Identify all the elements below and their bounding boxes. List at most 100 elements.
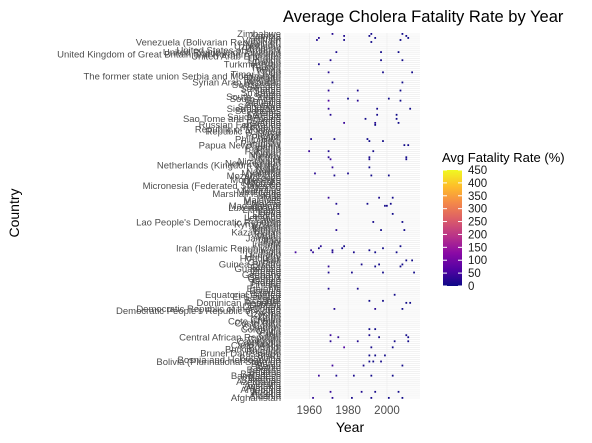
- heatmap-cell: [372, 360, 375, 363]
- y-tick-label: Lithuania: [242, 205, 281, 216]
- heatmap-cell: [327, 265, 330, 268]
- heatmap-cell: [372, 221, 375, 223]
- y-tick-label: Kuwait: [252, 221, 281, 232]
- heatmap-cell: [384, 204, 386, 207]
- legend-tick-label: 150: [468, 242, 487, 254]
- heatmap-cell: [386, 204, 388, 207]
- heatmap-cell: [333, 174, 336, 177]
- y-tick-label: Chad: [258, 331, 281, 342]
- y-tick-label: Slovakia: [245, 100, 282, 111]
- y-tick-label: Turkiye: [250, 62, 281, 73]
- y-tick-label: Tunisia: [251, 64, 282, 75]
- heatmap-cell: [360, 390, 363, 393]
- y-tick-label: Qatar: [257, 128, 281, 139]
- heatmap-cell: [374, 121, 377, 124]
- x-tick-label: 1960: [296, 405, 322, 417]
- heatmap-cell: [387, 174, 390, 177]
- heatmap-cells: [294, 33, 415, 399]
- legend-tick-label: 300: [468, 204, 487, 216]
- heatmap-cell: [370, 33, 373, 35]
- y-tick-label: Oman: [255, 149, 281, 160]
- heatmap-cell: [391, 346, 394, 349]
- y-tick-label: Greece: [250, 266, 281, 277]
- y-tick-label: China: [256, 326, 282, 337]
- y-tick-label: Japan: [255, 231, 281, 242]
- y-tick-label: Haiti: [262, 256, 281, 267]
- heatmap-cell: [374, 123, 377, 126]
- heatmap-cell: [378, 196, 380, 199]
- heatmap-cell: [405, 158, 408, 161]
- heatmap-cell: [399, 39, 402, 41]
- y-tick-label: Azerbaijan: [236, 377, 281, 388]
- heatmap-cell: [333, 308, 336, 310]
- y-tick-label: Ghana: [252, 268, 281, 279]
- heatmap-cell: [368, 35, 371, 37]
- heatmap-cell: [335, 202, 338, 205]
- heatmap-cell: [370, 346, 373, 349]
- y-tick-label: Philippines: [235, 134, 281, 145]
- heatmap-cell: [312, 251, 314, 254]
- heatmap-cell: [351, 396, 353, 399]
- y-tick-label: Timor-Leste: [231, 70, 281, 81]
- legend-title: Avg Fatality Rate (%): [442, 150, 565, 165]
- heatmap-cell: [318, 374, 320, 377]
- heatmap-cell: [329, 334, 332, 337]
- y-tick-label: Marshall Islands: [212, 189, 281, 200]
- y-tick-label: Norway: [249, 151, 281, 162]
- legend-tick-label: 100: [468, 255, 487, 267]
- legend-tick-label: 250: [468, 217, 487, 229]
- heatmap-cell: [382, 247, 384, 250]
- heatmap-cell: [407, 144, 410, 147]
- y-tick-label: Zimbabwe: [237, 29, 281, 40]
- y-tick-label: Spain: [257, 90, 281, 101]
- y-tick-label: Republic of Moldova: [195, 124, 282, 135]
- y-tick-label: Switzerland: [232, 80, 281, 91]
- heatmap-cell: [366, 202, 369, 205]
- y-tick-label: Cuba: [258, 312, 281, 323]
- heatmap-cell: [312, 396, 314, 399]
- y-tick-label: Somalia: [247, 96, 282, 107]
- heatmap-cell: [380, 51, 382, 54]
- y-tick-label: Malawi: [251, 199, 281, 210]
- y-tick-label: Peru: [261, 136, 281, 147]
- y-tick-label: Israel: [258, 237, 281, 248]
- y-tick-label: Bosnia and Herzegovina: [177, 355, 281, 366]
- y-tick-label: Mongolia: [242, 177, 281, 188]
- y-tick-label: Mauritius: [242, 185, 281, 196]
- y-tick-label: Cote d'Ivoire: [228, 316, 281, 327]
- heatmap-cell: [405, 301, 408, 304]
- heatmap-cell: [407, 336, 410, 339]
- heatmap-cell: [327, 89, 330, 92]
- heatmap-cell: [366, 138, 369, 140]
- y-tick-label: Bangladesh: [231, 371, 281, 382]
- y-tick-label: United Kingdom of Great Britain and Nort…: [57, 49, 281, 60]
- heatmap-cell: [407, 37, 410, 39]
- heatmap-cell: [335, 374, 338, 377]
- heatmap-cell: [351, 271, 353, 274]
- heatmap-cell: [409, 107, 412, 110]
- y-tick-label: Congo: [253, 320, 281, 331]
- y-tick-label: Libya: [258, 207, 281, 218]
- y-tick-label: Mauritania: [237, 187, 282, 198]
- heatmap-cell: [318, 37, 320, 39]
- y-tick-label: Senegal: [246, 110, 281, 121]
- heatmap-cell: [395, 113, 398, 116]
- y-tick-label: Venezuela (Bolivarian Republic of): [136, 37, 281, 48]
- heatmap-cell: [401, 396, 404, 399]
- y-tick-label: Czechia: [247, 308, 282, 319]
- legend-tick-label: 50: [468, 268, 481, 280]
- y-tick-label: Afghanistan: [231, 393, 281, 404]
- y-tick-label: Liberia: [252, 209, 281, 220]
- y-tick-label: Suriname: [240, 84, 281, 95]
- y-tick-label: Costa Rica: [235, 318, 282, 329]
- heatmap-cell: [380, 229, 382, 231]
- y-tick-label: Namibia: [246, 167, 282, 178]
- y-tick-label: Estonia: [249, 286, 281, 297]
- y-tick-label: Belarus: [249, 367, 281, 378]
- y-tick-label: Viet Nam: [242, 35, 281, 46]
- heatmap-cell: [343, 39, 345, 41]
- heatmap-cell: [368, 140, 371, 142]
- y-tick-label: Guyana: [248, 258, 282, 269]
- y-tick-label: Guatemala: [235, 264, 282, 275]
